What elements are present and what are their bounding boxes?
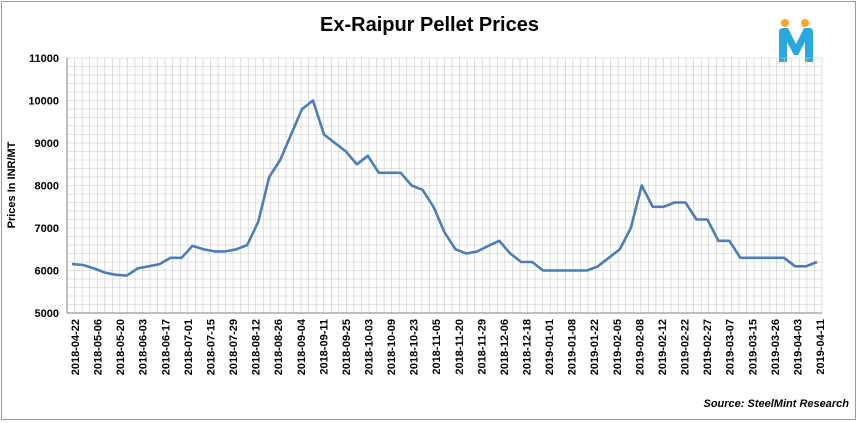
- source-note: Source: SteelMint Research: [703, 398, 850, 410]
- x-tick-label: 2018-06-03: [138, 319, 150, 375]
- x-tick-label: 2018-05-20: [115, 319, 127, 375]
- y-tick-label: 11000: [29, 53, 59, 65]
- x-tick-label: 2019-01-08: [567, 319, 579, 375]
- y-tick-label: 7000: [35, 223, 59, 235]
- y-tick-label: 9000: [35, 138, 59, 150]
- x-tick-label: 2018-12-06: [499, 319, 511, 375]
- y-tick-label: 10000: [28, 96, 59, 108]
- chart-title: Ex-Raipur Pellet Prices: [320, 14, 539, 36]
- x-tick-label: 2019-01-01: [544, 319, 556, 375]
- x-tick-label: 2019-02-08: [634, 319, 646, 375]
- x-tick-label: 2019-02-05: [612, 319, 624, 375]
- x-tick-label: 2019-02-22: [680, 319, 692, 375]
- x-tick-label: 2018-08-26: [273, 319, 285, 375]
- x-tick-label: 2018-11-20: [454, 319, 466, 375]
- y-axis-tick-labels: 5000 6000 7000 8000 9000 10000 11000: [28, 53, 59, 320]
- x-tick-label: 2018-07-29: [228, 319, 240, 375]
- x-tick-label: 2018-07-01: [183, 319, 195, 375]
- x-tick-label: 2019-02-12: [657, 319, 669, 375]
- x-axis-tick-labels: 2018-04-22 2018-05-06 2018-05-20 2018-06-03…: [70, 318, 827, 375]
- x-tick-label: 2019-04-11: [815, 319, 827, 375]
- grid-lines: [66, 57, 823, 314]
- x-tick-label: 2019-03-26: [770, 319, 782, 375]
- x-tick-label: 2018-09-04: [296, 318, 308, 375]
- x-tick-label: 2019-02-27: [702, 319, 714, 375]
- y-tick-label: 8000: [35, 181, 59, 193]
- x-tick-label: 2018-09-11: [318, 319, 330, 375]
- x-tick-label: 2018-04-22: [70, 319, 82, 375]
- x-tick-label: 2018-12-18: [522, 319, 534, 375]
- axes: [66, 58, 822, 314]
- x-tick-label: 2018-11-05: [431, 319, 443, 375]
- x-tick-label: 2019-01-22: [589, 319, 601, 375]
- x-tick-label: 2018-10-09: [386, 319, 398, 375]
- x-tick-label: 2019-03-07: [725, 319, 737, 375]
- y-tick-label: 5000: [35, 308, 59, 320]
- series-line-prices: [71, 99, 818, 277]
- x-tick-label: 2018-05-06: [93, 319, 105, 375]
- y-tick-label: 6000: [35, 266, 59, 278]
- x-tick-label: 2019-04-03: [792, 319, 804, 375]
- y-axis-label: Prices In INR/MT: [6, 141, 18, 228]
- x-tick-label: 2018-08-12: [251, 319, 263, 375]
- x-tick-label: 2018-10-23: [409, 319, 421, 375]
- steelmint-logo: [779, 19, 813, 62]
- x-tick-label: 2018-10-03: [363, 319, 375, 375]
- x-tick-label: 2019-03-15: [747, 319, 759, 375]
- x-tick-label: 2018-07-15: [205, 319, 217, 375]
- x-tick-label: 2018-06-17: [160, 319, 172, 375]
- series-lines: [71, 99, 818, 277]
- x-tick-label: 2018-11-29: [476, 319, 488, 375]
- x-tick-label: 2018-09-25: [341, 319, 353, 375]
